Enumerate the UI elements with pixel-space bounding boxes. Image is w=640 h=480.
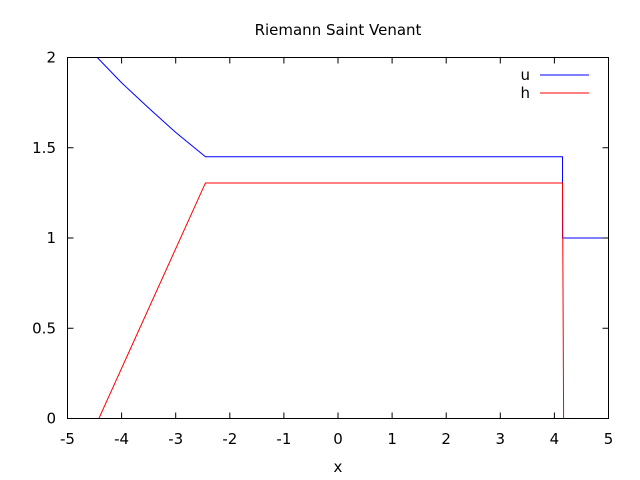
x-tick-label: -5	[60, 430, 75, 448]
y-tick-label: 2	[46, 49, 56, 67]
y-tick-labels: 0 0.5 1 1.5 2	[32, 49, 56, 428]
y-tick-label: 0.5	[32, 319, 56, 337]
y-tick-label: 1	[46, 229, 56, 247]
x-tick-label: 0	[333, 430, 343, 448]
series-layer	[67, 57, 609, 419]
x-axis-label: x	[334, 458, 343, 476]
legend-label-h: h	[520, 84, 530, 102]
series-line-u	[96, 57, 609, 239]
legend-label-u: u	[520, 66, 530, 84]
x-tick-label: 1	[387, 430, 397, 448]
x-tick-label: -4	[114, 430, 129, 448]
x-tick-label: 2	[441, 430, 451, 448]
axis-ticks	[67, 57, 609, 419]
x-tick-label: -1	[276, 430, 291, 448]
plot-frame	[67, 57, 609, 419]
y-tick-label: 1.5	[32, 139, 56, 157]
x-tick-label: 5	[604, 430, 614, 448]
x-tick-label: 3	[496, 430, 506, 448]
x-tick-label: 4	[550, 430, 560, 448]
chart-title: Riemann Saint Venant	[255, 21, 422, 39]
x-tick-label: -3	[168, 430, 183, 448]
x-tick-labels: -5 -4 -3 -2 -1 0 1 2 3 4 5	[60, 430, 613, 448]
series-line-h	[67, 182, 609, 419]
y-tick-label: 0	[46, 410, 56, 428]
x-tick-label: -2	[222, 430, 237, 448]
legend: uh	[520, 66, 589, 102]
